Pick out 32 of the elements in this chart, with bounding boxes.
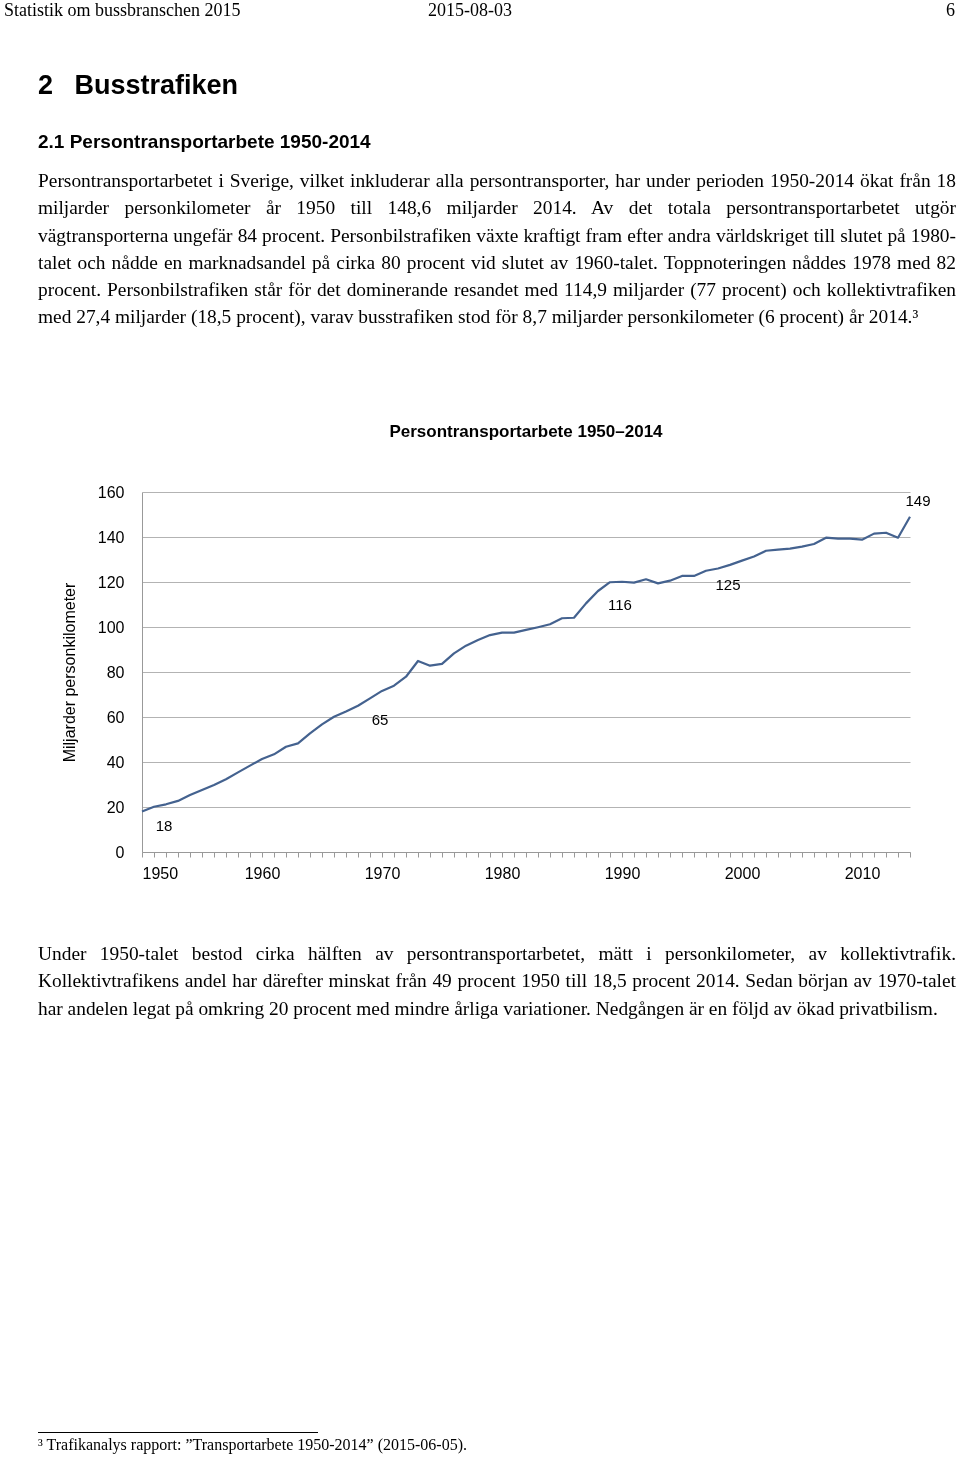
x-tick-label: 1950 — [142, 864, 179, 882]
y-axis-title: Miljarder personkilometer — [60, 582, 78, 763]
x-tick-label: 1990 — [604, 864, 641, 882]
text: 2 Busstrafiken — [38, 70, 239, 101]
data-label: 125 — [715, 575, 741, 593]
x-tick-label: 2010 — [844, 864, 881, 882]
y-tick-label: 120 — [97, 573, 125, 591]
x-tick-label: 2000 — [724, 864, 761, 882]
line-series — [140, 515, 912, 813]
y-tick-label: 160 — [97, 483, 125, 501]
y-tick-label: 60 — [106, 708, 125, 726]
text: ³ Trafikanalys rapport: ”Transportarbete 1950-2014” (2015-06-05). — [38, 1436, 468, 1454]
y-tick-label: 40 — [106, 753, 125, 771]
y-tick-label: 100 — [97, 618, 125, 636]
data-label: 149 — [905, 491, 931, 509]
chart-title: Persontransportarbete 1950–2014 — [389, 422, 664, 441]
x-tick-label: 1970 — [364, 864, 401, 882]
y-tick-label: 0 — [115, 843, 125, 861]
text: 6 — [946, 0, 955, 21]
data-label: 65 — [371, 710, 389, 728]
text: 2015-08-03 — [428, 0, 512, 21]
text: 2.1 Persontransportarbete 1950-2014 — [38, 131, 371, 153]
data-label: 116 — [608, 596, 632, 613]
data-label: 18 — [155, 816, 173, 834]
y-tick-label: 140 — [97, 528, 125, 546]
y-tick-label: 20 — [106, 798, 125, 816]
y-tick-label: 80 — [106, 663, 125, 681]
text: Under 1950-talet bestod cirka hälften av persontransportarbetet, mätt i personkilometer, av kollektivtrafik. Kollektivtrafikens andel har därefter minskat från 49 procent 1950 till 18,5 procent 2014. Sedan början av 1970-talet har andelen legat på omkring 20 procent med mindre årliga variationer. Nedgången är en följd av ökad privatbilism. — [38, 942, 956, 1021]
text: Persontransportarbetet i Sverige, vilket inkluderar alla persontransporter, har under perioden 1950-2014 ökat från 18 miljarder personkilometer år 1950 till 148,6 miljarder 2014. Av det totala persontransportarbetet utgör vägtransporterna ungefär 84 procent. Personbilstrafiken växte kraftigt fram efter andra världskriget till slutet på 1980-talet och nådde en marknadsandel på cirka 80 procent vid slutet av 1960-talet. Toppnoteringen nåddes 1978 med 82 procent. Personbilstrafiken står för det dominerande resandet med 114,9 miljarder (77 procent) och kollektivtrafiken med 27,4 miljarder (18,5 procent), varav busstrafiken stod för 8,7 miljarder personkilometer (6 procent) år 2014.³ — [38, 169, 956, 330]
text: Statistik om bussbranschen 2015 — [4, 0, 241, 21]
x-tick-label: 1960 — [244, 864, 281, 882]
x-tick-label: 1980 — [484, 864, 521, 882]
